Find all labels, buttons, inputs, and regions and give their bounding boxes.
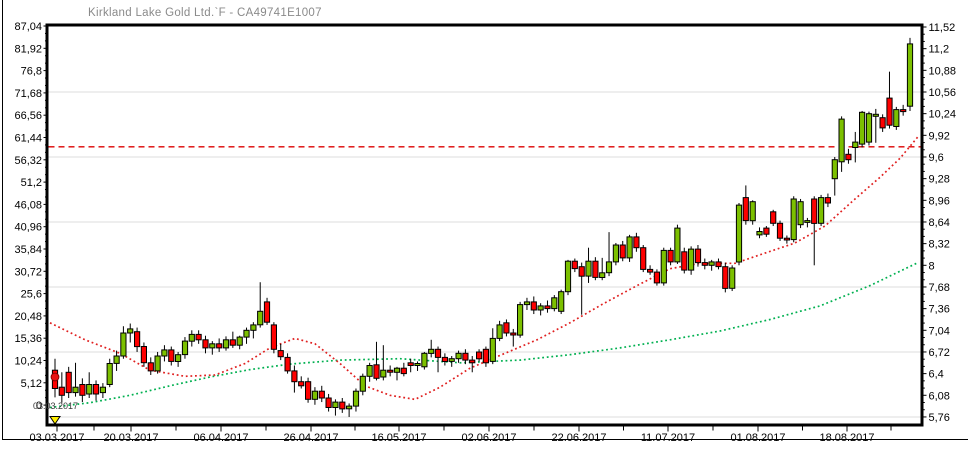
svg-text:9,92: 9,92 [929, 130, 950, 142]
axes-layer: 87,0481,9276,871,6866,5661,4456,3251,246… [14, 21, 956, 444]
svg-text:6,4: 6,4 [929, 369, 944, 381]
svg-text:81,92: 81,92 [14, 43, 42, 55]
svg-text:22.06.2017: 22.06.2017 [551, 432, 606, 444]
svg-text:8: 8 [929, 260, 935, 272]
svg-text:18.08.2017: 18.08.2017 [819, 432, 874, 444]
candles-layer[interactable] [51, 37, 914, 417]
svg-text:15,36: 15,36 [14, 333, 42, 345]
svg-text:5,12: 5,12 [21, 378, 42, 390]
svg-text:11.07.2017: 11.07.2017 [641, 432, 695, 444]
svg-text:7,36: 7,36 [929, 304, 950, 316]
svg-text:26.04.2017: 26.04.2017 [283, 432, 338, 444]
moving-average-layer [49, 136, 919, 409]
markers-layer [49, 372, 61, 425]
svg-text:8,64: 8,64 [929, 217, 950, 229]
svg-text:30,72: 30,72 [14, 266, 42, 278]
svg-text:61,44: 61,44 [14, 133, 42, 145]
svg-text:76,8: 76,8 [21, 66, 42, 78]
svg-text:25,6: 25,6 [21, 289, 42, 301]
svg-text:71,68: 71,68 [14, 88, 42, 100]
svg-text:66,56: 66,56 [14, 110, 42, 122]
svg-text:6,72: 6,72 [929, 347, 950, 359]
svg-text:20.03.2017: 20.03.2017 [103, 432, 158, 444]
svg-text:10,56: 10,56 [929, 87, 957, 99]
svg-text:5,76: 5,76 [929, 412, 950, 424]
svg-text:87,04: 87,04 [14, 21, 42, 33]
svg-text:10,88: 10,88 [929, 65, 957, 77]
plot-border [45, 23, 924, 427]
svg-text:8,32: 8,32 [929, 239, 950, 251]
svg-text:02.06.2017: 02.06.2017 [461, 432, 516, 444]
svg-text:10,24: 10,24 [14, 356, 42, 368]
svg-text:11,52: 11,52 [929, 22, 956, 34]
svg-text:7,04: 7,04 [929, 325, 950, 337]
svg-text:51,2: 51,2 [21, 177, 42, 189]
svg-text:03.03.2017: 03.03.2017 [29, 432, 84, 444]
svg-text:9,28: 9,28 [929, 174, 950, 186]
svg-text:0: 0 [36, 400, 42, 412]
svg-text:56,32: 56,32 [14, 155, 42, 167]
start-date-annotation: 03.03.2017 [33, 401, 79, 411]
svg-text:16.05.2017: 16.05.2017 [371, 432, 426, 444]
svg-text:06.04.2017: 06.04.2017 [193, 432, 248, 444]
svg-text:35,84: 35,84 [14, 244, 42, 256]
svg-text:10,24: 10,24 [929, 109, 957, 121]
svg-text:46,08: 46,08 [14, 199, 42, 211]
svg-text:9,6: 9,6 [929, 152, 944, 164]
svg-text:40,96: 40,96 [14, 222, 42, 234]
window-frame [2, 0, 968, 440]
svg-text:20,48: 20,48 [14, 311, 42, 323]
svg-text:11,2: 11,2 [929, 44, 950, 56]
svg-text:01.08.2017: 01.08.2017 [730, 432, 785, 444]
svg-text:7,68: 7,68 [929, 282, 950, 294]
svg-text:8,96: 8,96 [929, 195, 950, 207]
page-title: Kirkland Lake Gold Ltd.`F - CA49741E1007 [88, 7, 322, 19]
svg-text:6,08: 6,08 [929, 390, 950, 402]
